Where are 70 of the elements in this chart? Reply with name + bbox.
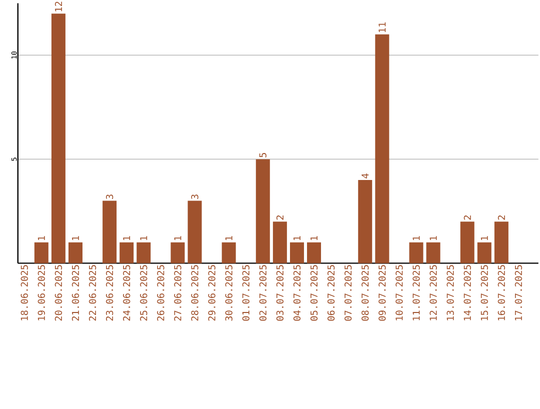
bar	[188, 200, 202, 264]
data-label: 3	[191, 194, 198, 200]
x-tick-label: 23.06.2025	[106, 265, 114, 321]
x-tick-label: 28.06.2025	[191, 265, 198, 321]
data-label: 2	[498, 216, 505, 220]
x-tick-label: 11.07.2025	[412, 265, 420, 320]
x-tick-label: 15.07.2025	[480, 265, 488, 320]
data-label: 12	[54, 2, 62, 12]
bar	[375, 34, 390, 264]
x-tick-label: 21.06.2025	[72, 265, 80, 321]
data-label: 1	[140, 236, 148, 240]
x-tick-label: 04.07.2025	[293, 265, 301, 321]
x-tick-label: 18.06.2025	[20, 265, 28, 320]
data-label: 1	[480, 236, 488, 240]
bar	[102, 200, 117, 264]
x-tick-label: 03.07.2025	[276, 265, 284, 321]
data-label: 3	[106, 194, 114, 200]
x-tick-label: 02.07.2025	[259, 265, 266, 321]
x-tick-label: 05.07.2025	[310, 265, 318, 321]
data-label: 1	[294, 236, 300, 240]
x-tick-label: 27.06.2025	[174, 265, 182, 321]
bar	[477, 242, 492, 264]
x-tick-label: 01.07.2025	[242, 265, 250, 321]
bar	[170, 242, 185, 264]
x-tick-label: 24.06.2025	[123, 265, 130, 321]
data-label: 5	[259, 153, 266, 158]
x-tick-label: 06.07.2025	[327, 265, 335, 321]
bar	[426, 242, 440, 264]
bar	[290, 242, 304, 264]
bar	[460, 222, 474, 264]
x-tick-label: 22.06.2025	[88, 265, 96, 321]
x-tick-label: 08.07.2025	[362, 265, 369, 321]
data-label: 1	[412, 236, 420, 240]
bar	[272, 222, 287, 264]
x-tick-label: 30.06.2025	[225, 265, 232, 321]
bar	[120, 242, 134, 264]
x-tick-label: 12.07.2025	[430, 265, 437, 320]
data-label: 1	[72, 236, 79, 240]
bar	[494, 222, 508, 264]
bar	[51, 14, 66, 264]
data-label: 4	[362, 174, 369, 178]
data-label: 1	[430, 236, 437, 240]
x-tick-label: 25.06.2025	[140, 265, 148, 321]
data-label: 1	[225, 236, 232, 240]
x-tick-label: 26.06.2025	[157, 265, 164, 321]
x-tick-label: 07.07.2025	[344, 265, 352, 321]
data-label: 2	[276, 216, 284, 220]
bar	[136, 242, 151, 264]
data-label: 1	[310, 236, 318, 240]
x-tick-label: 10.07.2025	[396, 265, 403, 320]
bar	[256, 159, 270, 264]
bar	[409, 242, 424, 264]
bar	[222, 242, 236, 264]
x-tick-label: 19.06.2025	[38, 265, 45, 320]
x-tick-label: 29.06.2025	[208, 265, 216, 321]
data-label: 11	[378, 22, 386, 32]
x-tick-label: 20.06.2025	[54, 265, 62, 321]
x-tick-label: 09.07.2025	[378, 265, 386, 321]
bar	[307, 242, 322, 264]
bar	[358, 180, 372, 264]
data-label: 1	[123, 236, 130, 240]
data-label: 1	[174, 236, 182, 240]
x-tick-label: 14.07.2025	[464, 265, 471, 320]
x-tick-label: 16.07.2025	[498, 265, 506, 320]
data-label: 1	[38, 236, 45, 240]
bar	[68, 242, 82, 264]
x-tick-label: 13.07.2025	[446, 265, 454, 320]
bar	[34, 242, 48, 264]
data-label: 2	[464, 216, 471, 220]
x-tick-label: 17.07.2025	[514, 265, 522, 320]
